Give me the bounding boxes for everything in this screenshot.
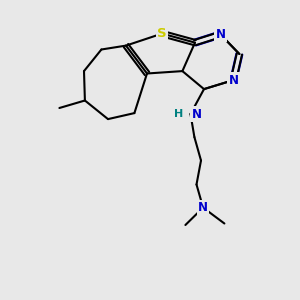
Text: N: N	[198, 201, 208, 214]
Text: S: S	[157, 27, 167, 40]
Text: N: N	[191, 107, 202, 121]
Text: N: N	[215, 28, 226, 41]
Text: H: H	[174, 109, 183, 119]
Text: N: N	[228, 74, 239, 87]
